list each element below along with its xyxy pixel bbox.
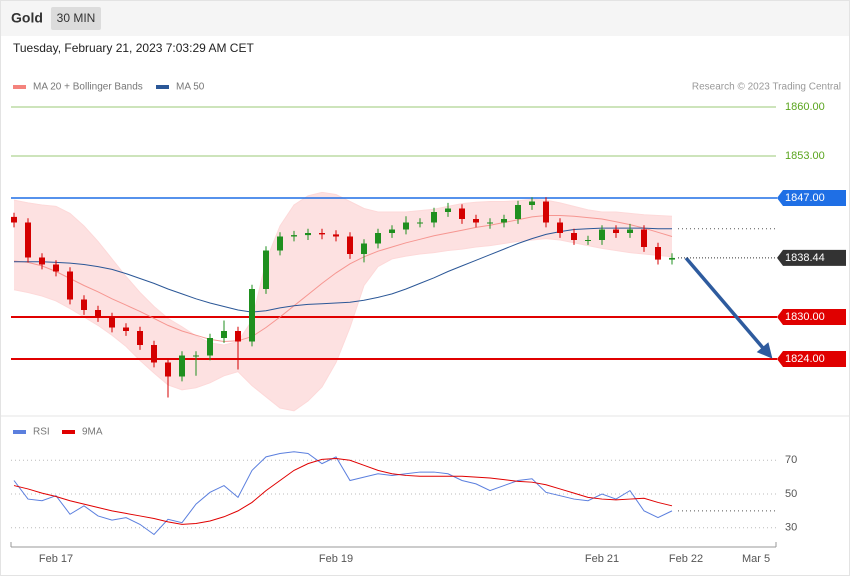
- candle-body: [613, 229, 619, 233]
- chart-title: Gold: [11, 10, 43, 26]
- candle-body: [39, 257, 45, 265]
- bollinger-fill: [14, 192, 672, 411]
- level-tag: [777, 190, 846, 206]
- candle-body: [417, 222, 423, 224]
- candle-body: [235, 331, 241, 342]
- candle-body: [319, 233, 325, 235]
- candle-body: [599, 229, 605, 240]
- candle-body: [109, 317, 115, 328]
- timeframe-badge[interactable]: [51, 7, 101, 30]
- candle-body: [193, 355, 199, 357]
- candle-body: [305, 233, 311, 236]
- candle-body: [655, 247, 661, 260]
- date: Tuesday, February 21, 2023 7:03:29 AM CE…: [13, 41, 254, 55]
- level-label: 1847.00: [785, 192, 825, 204]
- candle-body: [375, 233, 381, 244]
- candle-body: [641, 229, 647, 247]
- candle-body: [151, 345, 157, 363]
- candle-body: [25, 222, 31, 258]
- candle-body: [571, 233, 577, 240]
- candle-body: [459, 208, 465, 219]
- candle-body: [263, 250, 269, 289]
- y-tick-label: 30: [785, 522, 797, 534]
- arrow-head: [756, 342, 773, 359]
- candle-body: [389, 229, 395, 233]
- level-label: 1853.00: [785, 150, 825, 162]
- candle-body: [403, 222, 409, 230]
- candle-body: [361, 243, 367, 254]
- candle-body: [11, 216, 17, 223]
- level-label: 1824.00: [785, 353, 825, 365]
- candle-body: [67, 271, 73, 300]
- candle-body: [557, 222, 563, 233]
- forecast-arrow: [684, 256, 773, 359]
- x-tick-label: Feb 21: [585, 553, 619, 565]
- candle-body: [137, 331, 143, 345]
- level-label: 1860.00: [785, 101, 825, 113]
- candle-body: [95, 310, 101, 317]
- legend-swatch: [156, 85, 169, 89]
- legend-swatch: [13, 430, 26, 434]
- candle-body: [473, 219, 479, 223]
- source: Research © 2023 Trading Central: [692, 82, 841, 93]
- candle-body: [515, 205, 521, 219]
- candle-body: [529, 201, 535, 205]
- candle-body: [123, 327, 129, 331]
- level-tag: [777, 309, 846, 325]
- x-tick-label: Feb 19: [319, 553, 353, 565]
- arrow-shaft: [684, 256, 765, 350]
- indicator-line: [13, 458, 673, 525]
- indicator-line: [13, 451, 673, 536]
- x-tick-label: Feb 22: [669, 553, 703, 565]
- candle-body: [585, 240, 591, 241]
- x-tick-label: Feb 17: [39, 553, 73, 565]
- level-label: 1830.00: [785, 311, 825, 323]
- legend-label: MA 50: [176, 82, 205, 93]
- candle-body: [501, 219, 507, 223]
- last-price-label: 1838.44: [785, 252, 825, 264]
- candle-body: [81, 299, 87, 310]
- y-tick-label: 50: [785, 488, 797, 500]
- candle-body: [249, 289, 255, 342]
- legend-label: MA 20 + Bollinger Bands: [33, 82, 143, 93]
- timeframe[interactable]: 30 MIN: [57, 11, 96, 25]
- candle-body: [347, 236, 353, 254]
- candle-body: [669, 257, 675, 260]
- candle-body: [445, 208, 451, 212]
- candle-body: [277, 236, 283, 251]
- candle-body: [543, 201, 549, 223]
- candle-body: [291, 235, 297, 237]
- candle-body: [431, 212, 437, 223]
- legend-label: 9MA: [82, 427, 103, 438]
- candle-body: [333, 234, 339, 237]
- y-tick-label: 70: [785, 454, 797, 466]
- candle-body: [207, 338, 213, 356]
- candle-body: [165, 362, 171, 377]
- legend-swatch: [13, 85, 26, 89]
- moving-average: [13, 215, 673, 343]
- candle-body: [53, 264, 59, 272]
- x-tick-label: Mar 5: [742, 553, 770, 565]
- last-price-tag: [777, 249, 846, 266]
- candle-body: [487, 222, 493, 224]
- legend-label: RSI: [33, 427, 50, 438]
- header-bar: [1, 1, 849, 36]
- candle-body: [221, 331, 227, 338]
- candle-body: [179, 355, 185, 377]
- legend-swatch: [62, 430, 75, 434]
- candle-body: [627, 229, 633, 233]
- bollinger-lower: [13, 238, 673, 412]
- level-tag: [777, 351, 846, 367]
